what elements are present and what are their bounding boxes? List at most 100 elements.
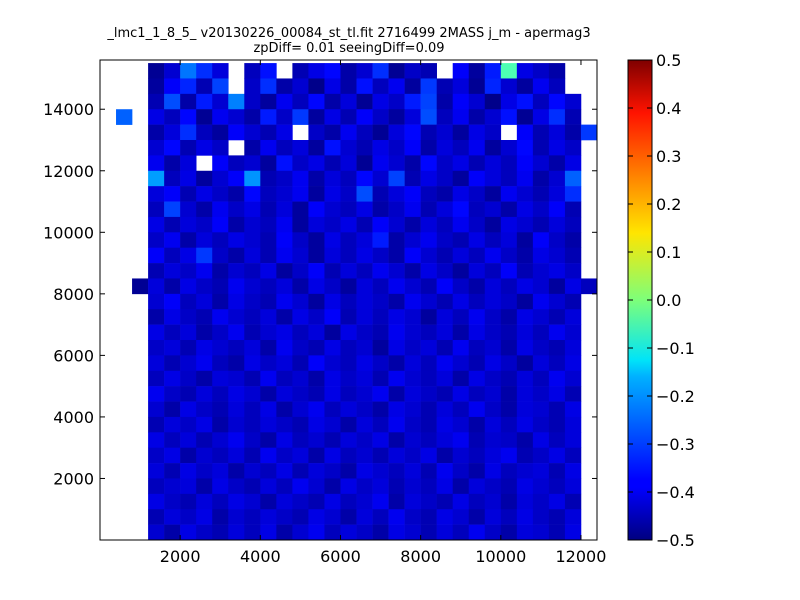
heatmap-cell — [164, 340, 181, 356]
heatmap-cell — [212, 78, 229, 95]
heatmap-cell — [500, 478, 518, 495]
heatmap-cell — [500, 524, 518, 541]
heatmap-cell — [484, 386, 502, 402]
heatmap-cell — [276, 478, 293, 495]
heatmap-cell — [292, 340, 309, 356]
heatmap-cell — [564, 386, 582, 402]
heatmap-cell — [532, 278, 550, 295]
heatmap-cell — [484, 401, 502, 418]
heatmap-cell — [244, 293, 261, 310]
heatmap-cell — [404, 524, 421, 541]
heatmap-cell — [516, 201, 534, 218]
heatmap-cell — [276, 524, 293, 541]
colorbar-tick-label: 0.4 — [656, 99, 681, 118]
heatmap-cell — [308, 509, 325, 525]
heatmap-cell — [340, 216, 357, 233]
heatmap-cell — [436, 309, 454, 325]
heatmap-cell — [372, 186, 389, 202]
heatmap-cell — [420, 524, 437, 541]
heatmap-cell — [292, 524, 309, 541]
heatmap-cell — [228, 324, 245, 341]
heatmap-cell — [324, 247, 341, 264]
heatmap-cell — [372, 478, 389, 495]
heatmap-cell — [564, 509, 582, 525]
heatmap-cell — [420, 432, 437, 448]
heatmap-cell — [436, 232, 454, 248]
heatmap-cell — [212, 401, 229, 418]
heatmap-cell — [260, 355, 277, 372]
heatmap-cell — [324, 263, 341, 279]
heatmap-cell — [196, 247, 213, 264]
heatmap-cell — [388, 432, 405, 448]
heatmap-cell — [340, 401, 357, 418]
heatmap-cell — [292, 109, 309, 125]
heatmap-cell — [148, 324, 165, 341]
heatmap-cell — [180, 324, 197, 341]
heatmap-cell — [532, 93, 550, 110]
heatmap-cell — [404, 247, 421, 264]
heatmap-cell — [404, 478, 421, 495]
heatmap-cell — [484, 355, 502, 372]
heatmap-cell — [308, 93, 325, 110]
heatmap-cell — [244, 278, 261, 295]
heatmap-cell — [484, 124, 502, 141]
heatmap-cell — [244, 78, 261, 95]
heatmap-cell — [244, 140, 261, 156]
heatmap-cell — [372, 324, 389, 341]
heatmap-cell — [436, 432, 454, 448]
heatmap-cell — [388, 263, 405, 279]
heatmap-cell — [468, 109, 486, 125]
heatmap-cell — [276, 370, 293, 387]
heatmap-cell — [164, 447, 181, 464]
heatmap-cell — [292, 293, 309, 310]
heatmap-cell — [244, 247, 261, 264]
heatmap-cell — [196, 370, 213, 387]
heatmap-cell — [468, 216, 486, 233]
heatmap-cell — [260, 340, 277, 356]
x-tick-label: 12000 — [556, 547, 607, 566]
heatmap-cell — [420, 370, 437, 387]
heatmap-cell — [548, 524, 566, 541]
heatmap-cell — [260, 78, 277, 95]
heatmap-cell — [420, 140, 437, 156]
heatmap-cell — [388, 155, 405, 172]
heatmap-cell — [308, 109, 325, 125]
chart-title-line-1: _lmc1_1_8_5_ v20130226_00084_st_tl.fit 2… — [106, 26, 590, 41]
heatmap-cell — [548, 324, 566, 341]
heatmap-cell — [180, 432, 197, 448]
heatmap-cell — [532, 232, 550, 248]
heatmap-cell — [500, 340, 518, 356]
heatmap-cell — [436, 355, 454, 372]
heatmap-cell — [164, 170, 181, 187]
heatmap-cell — [452, 63, 470, 79]
heatmap-cell — [516, 93, 534, 110]
heatmap-cell — [436, 263, 454, 279]
heatmap-cell — [516, 370, 534, 387]
heatmap-cell — [420, 401, 437, 418]
heatmap-cell — [308, 463, 325, 479]
heatmap-cell — [308, 324, 325, 341]
heatmap-cell — [308, 386, 325, 402]
colorbar-tick-label: 0.3 — [656, 147, 681, 166]
heatmap-cell — [180, 370, 197, 387]
heatmap-cell — [196, 263, 213, 279]
heatmap-cell — [228, 216, 245, 233]
heatmap-cell — [452, 355, 470, 372]
heatmap-cell — [420, 293, 437, 310]
heatmap-cell — [484, 109, 502, 125]
heatmap-cell — [164, 140, 181, 156]
heatmap-cell — [260, 263, 277, 279]
heatmap-cell — [356, 201, 373, 218]
heatmap-cell — [340, 293, 357, 310]
heatmap-cell — [404, 140, 421, 156]
heatmap-cell — [420, 463, 437, 479]
heatmap-cell — [324, 478, 341, 495]
heatmap-cell — [340, 93, 357, 110]
heatmap-cell — [356, 155, 373, 172]
heatmap-cell — [180, 278, 197, 295]
heatmap-cell — [340, 340, 357, 356]
heatmap-cell — [548, 93, 566, 110]
heatmap-cell — [388, 247, 405, 264]
heatmap-cell — [164, 63, 181, 79]
heatmap-cell — [324, 232, 341, 248]
